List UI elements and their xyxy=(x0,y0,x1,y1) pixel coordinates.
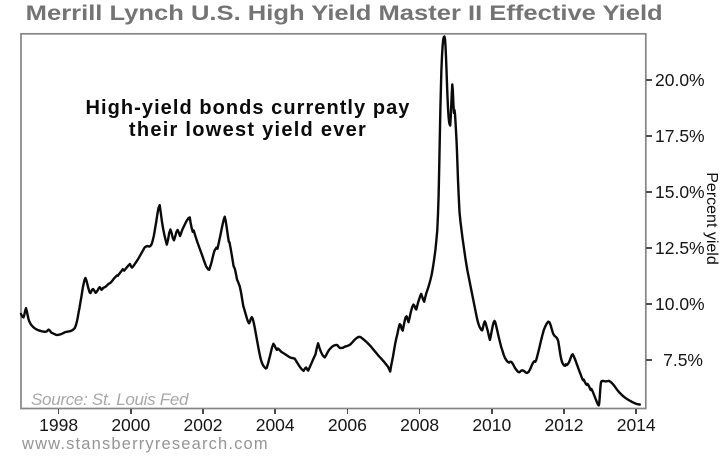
svg-text:Merrill Lynch U.S. High Yield: Merrill Lynch U.S. High Yield Master II … xyxy=(26,2,663,25)
svg-text:Percent yield: Percent yield xyxy=(703,172,720,265)
